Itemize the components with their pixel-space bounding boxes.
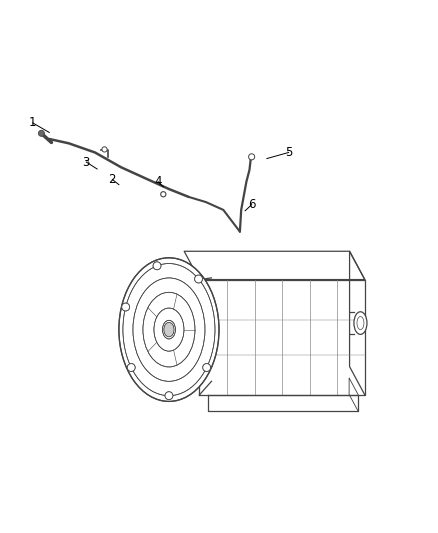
Circle shape — [127, 364, 135, 372]
Text: 4: 4 — [154, 175, 162, 188]
Circle shape — [39, 130, 45, 136]
Circle shape — [161, 192, 166, 197]
Circle shape — [165, 392, 173, 400]
Circle shape — [102, 147, 107, 152]
Circle shape — [127, 364, 135, 372]
Text: 5: 5 — [285, 146, 292, 159]
Ellipse shape — [164, 322, 174, 337]
Text: 2: 2 — [109, 173, 116, 186]
Text: 3: 3 — [83, 156, 90, 168]
Circle shape — [194, 275, 202, 283]
Ellipse shape — [119, 258, 219, 401]
Circle shape — [153, 262, 161, 270]
Circle shape — [194, 275, 202, 283]
Circle shape — [122, 303, 130, 311]
Ellipse shape — [354, 312, 367, 334]
Circle shape — [153, 262, 161, 270]
Circle shape — [203, 364, 211, 372]
Circle shape — [165, 392, 173, 400]
Text: 6: 6 — [248, 198, 255, 211]
Circle shape — [249, 154, 254, 160]
Circle shape — [203, 364, 211, 372]
Text: 1: 1 — [29, 116, 36, 130]
Ellipse shape — [164, 322, 174, 337]
Circle shape — [122, 303, 130, 311]
